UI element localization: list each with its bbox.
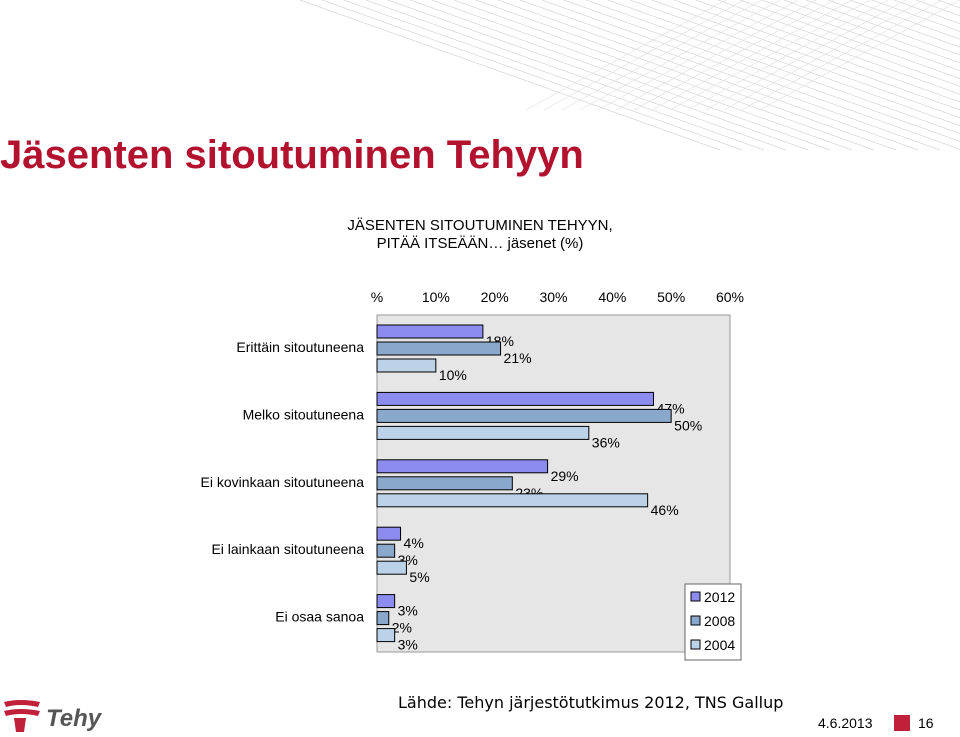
logo-text: Tehy [46, 705, 102, 732]
legend-label: 2008 [704, 613, 735, 629]
bar-2004 [376, 628, 396, 643]
x-tick-label: 60% [716, 289, 744, 305]
bar-value-label: 4% [404, 535, 424, 551]
bar-value-label: 46% [651, 502, 679, 518]
x-tick-label: 20% [481, 289, 509, 305]
bar-value-label: 3% [398, 603, 418, 619]
bar-value-label: 21% [504, 350, 532, 366]
bar-value-label: 36% [592, 434, 620, 450]
legend-label: 2012 [704, 589, 735, 605]
bar-2004 [376, 493, 649, 508]
chart-title-line: PITÄÄ ITSEÄÄN… jäsenet (%) [377, 235, 584, 252]
category-label: Ei lainkaan sitoutuneena [211, 541, 364, 557]
bar-2008 [376, 408, 672, 423]
legend-swatch [690, 639, 701, 650]
bar-chart: JÄSENTEN SITOUTUMINEN TEHYYN,PITÄÄ ITSEÄ… [201, 217, 744, 661]
page-number: 16 [918, 715, 934, 731]
bar-2008 [376, 476, 513, 491]
bar-value-label: 10% [439, 367, 467, 383]
x-tick-label: 50% [657, 289, 685, 305]
source-note: Lähde: Tehyn järjestötutkimus 2012, TNS … [398, 693, 784, 712]
x-tick-label: 40% [598, 289, 626, 305]
page-marker [894, 715, 910, 731]
bar-2008 [376, 611, 390, 626]
bar-2008 [376, 543, 396, 558]
x-tick-label: 10% [422, 289, 450, 305]
bar-2012 [376, 391, 655, 406]
category-label: Ei osaa sanoa [275, 609, 364, 625]
x-tick-label: 30% [539, 289, 567, 305]
bar-value-label: 5% [409, 569, 429, 585]
x-tick-label: % [371, 289, 383, 305]
bar-2004 [376, 560, 407, 575]
chart-title-line: JÄSENTEN SITOUTUMINEN TEHYYN, [347, 217, 612, 234]
category-label: Melko sitoutuneena [243, 406, 365, 422]
bar-value-label: 2% [392, 620, 412, 636]
legend-swatch [690, 615, 701, 626]
category-label: Ei kovinkaan sitoutuneena [201, 474, 365, 490]
category-label: Erittäin sitoutuneena [236, 339, 364, 355]
bar-2012 [376, 459, 549, 474]
bar-2012 [376, 324, 484, 339]
decorative-line-pattern [299, 0, 960, 151]
bar-value-label: 50% [674, 417, 702, 433]
slide-title: Jäsenten sitoutuminen Tehyyn [0, 133, 584, 177]
bar-value-label: 3% [398, 637, 418, 653]
bar-2012 [376, 526, 402, 541]
bar-2004 [376, 425, 590, 440]
bar-2008 [376, 341, 502, 356]
bar-value-label: 29% [551, 468, 579, 484]
tehy-logo-icon [4, 700, 40, 732]
slide-date: 4.6.2013 [818, 715, 873, 731]
bar-2012 [376, 594, 396, 609]
legend-swatch [690, 591, 701, 602]
bar-2004 [376, 358, 437, 373]
legend-label: 2004 [704, 637, 735, 653]
